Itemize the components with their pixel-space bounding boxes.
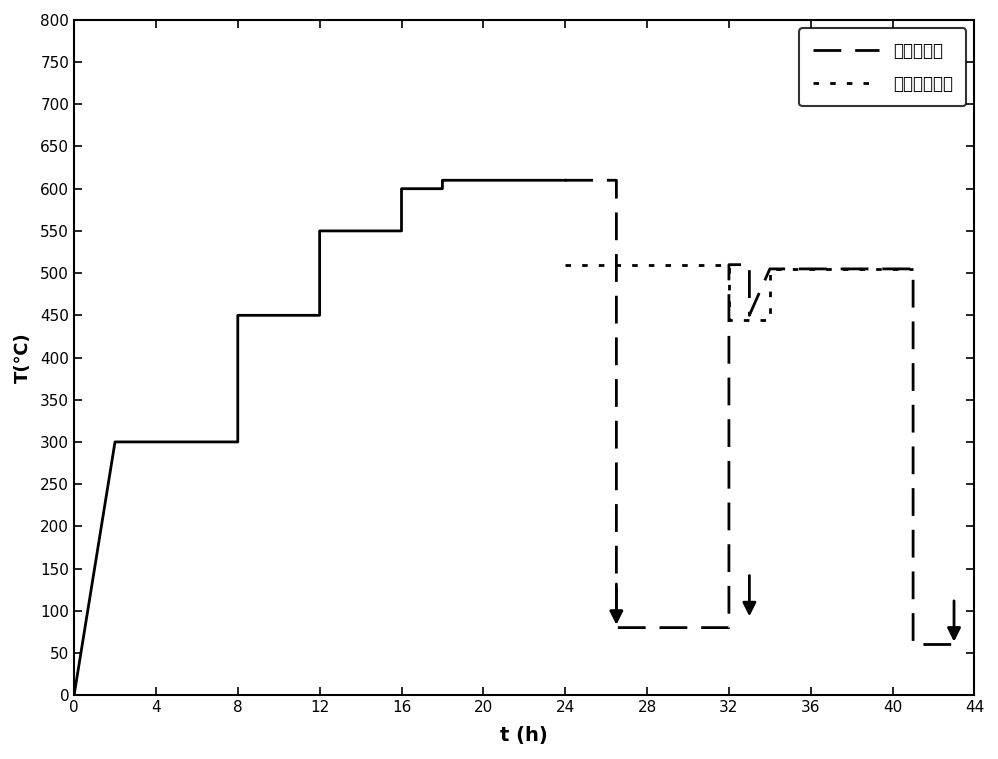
Legend: 普通热处理, 改善后热处理: 普通热处理, 改善后热处理 (799, 28, 966, 106)
Y-axis label: T(℃): T(℃) (14, 332, 32, 383)
X-axis label: t (h): t (h) (500, 726, 548, 745)
